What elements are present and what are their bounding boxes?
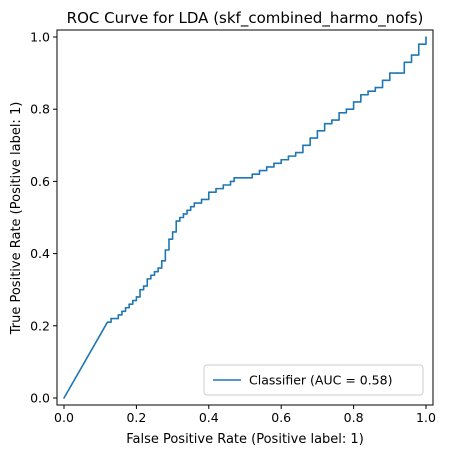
plot-area: 0.0 0.2 0.4 0.6 0.8 1.0 0.0 0.2 0.4 0.6 0.8 1.0 Clas… <box>30 29 436 425</box>
roc-curve-point <box>251 173 254 175</box>
roc-curve-point <box>63 397 65 399</box>
roc-curve-point <box>233 176 235 179</box>
roc-curve-point <box>121 310 123 313</box>
y-axis-label: True Positive Rate (Positive label: 1) <box>9 102 24 336</box>
roc-curve-point <box>142 285 145 287</box>
chart-title: ROC Curve for LDA (skf_combined_harmo_no… <box>67 9 424 28</box>
y-tick-label: 1.0 <box>30 30 50 45</box>
roc-curve-point <box>338 112 340 114</box>
roc-curve-point <box>179 216 181 219</box>
x-tick-label: 1.0 <box>416 410 436 425</box>
x-axis-label: False Positive Rate (Positive label: 1) <box>126 432 364 447</box>
roc-curve-point <box>389 72 391 74</box>
roc-curve-point <box>417 43 420 46</box>
roc-curve-point <box>164 249 167 251</box>
roc-curve-point <box>396 72 398 74</box>
roc-curve-point <box>200 198 203 201</box>
roc-curve-point <box>222 184 225 186</box>
roc-curve-point <box>309 137 311 139</box>
roc-curve-point <box>410 54 413 56</box>
roc-curve-point <box>229 180 232 183</box>
legend-box <box>203 364 424 396</box>
roc-curve-point <box>160 260 163 262</box>
roc-curve-point <box>381 79 384 82</box>
roc-curve-point <box>186 209 188 212</box>
roc-curve-point <box>425 36 427 38</box>
roc-curve-point <box>135 296 138 298</box>
roc-curve-point <box>215 187 217 190</box>
roc-curve-point <box>294 151 297 154</box>
y-tick-label: 0.8 <box>30 102 50 117</box>
roc-curve-point <box>150 274 152 277</box>
roc-curve-point <box>265 166 268 168</box>
roc-curve-point <box>280 158 283 161</box>
roc-curve-point <box>258 169 261 172</box>
roc-curve-point <box>131 299 134 302</box>
x-tick-label: 0.4 <box>199 410 219 425</box>
roc-curve-point <box>244 176 246 179</box>
x-tick-label: 0.0 <box>54 410 74 425</box>
roc-curve-point <box>287 155 290 157</box>
roc-curve-point <box>168 238 170 240</box>
x-tick-label: 0.2 <box>126 410 146 425</box>
roc-curve-point <box>352 101 355 103</box>
x-tick-label: 0.8 <box>344 410 364 425</box>
roc-curve-point <box>360 93 362 96</box>
roc-curve-point <box>273 162 275 165</box>
x-tick-label: 0.6 <box>271 410 291 425</box>
roc-curve-point <box>208 191 210 194</box>
roc-curve-point <box>193 202 196 204</box>
roc-curve-point <box>175 220 178 222</box>
roc-curve-point <box>182 213 185 215</box>
roc-curve-point <box>367 90 369 92</box>
roc-curve-line <box>63 37 427 399</box>
roc-curve-point <box>302 144 304 147</box>
roc-curve-point <box>374 86 377 89</box>
roc-curve-point <box>345 108 348 110</box>
y-tick-label: 0.0 <box>30 391 50 406</box>
roc-curve-point <box>146 278 149 280</box>
roc-curve-point <box>171 231 174 233</box>
y-tick-label: 0.4 <box>30 246 50 261</box>
roc-curve-point <box>323 122 326 125</box>
y-tick-label: 0.6 <box>30 174 50 189</box>
y-tick-label: 0.2 <box>30 318 50 333</box>
roc-curve-point <box>117 314 120 316</box>
roc-curve-point <box>110 317 112 320</box>
roc-curve-point <box>153 270 156 273</box>
roc-curve-point <box>128 303 130 305</box>
roc-curve-point <box>106 321 109 323</box>
roc-curve-point <box>403 61 406 64</box>
legend-label: Classifier (AUC = 0.58) <box>249 373 392 388</box>
axes-frame <box>56 29 434 406</box>
roc-curve-point <box>157 267 159 269</box>
roc-curve-point <box>189 205 192 208</box>
roc-curve-point <box>331 119 333 121</box>
roc-curve-point <box>316 130 319 132</box>
roc-curve-point <box>124 306 127 309</box>
roc-curve-point <box>139 288 141 291</box>
